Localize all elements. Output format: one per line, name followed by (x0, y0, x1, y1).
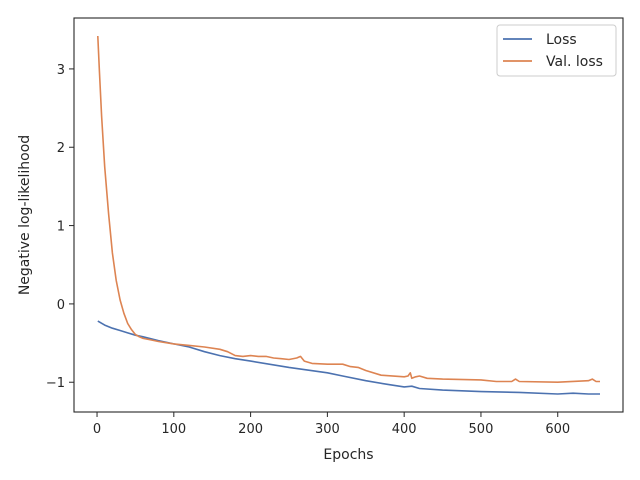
x-axis-label: Epochs (323, 447, 373, 463)
legend: Loss Val. loss (496, 24, 617, 77)
x-tick-label: 600 (545, 422, 570, 437)
y-tick-label: 0 (57, 298, 65, 313)
x-tick-label: 100 (161, 422, 186, 437)
legend-box (496, 24, 617, 77)
y-tick-label: −1 (46, 376, 65, 391)
legend-label-loss: Loss (546, 32, 577, 48)
y-tick-label: 2 (57, 141, 65, 156)
x-tick-label: 400 (392, 422, 417, 437)
y-tick-label: 1 (57, 220, 65, 235)
x-tick-label: 500 (469, 422, 494, 437)
x-tick-label: 300 (315, 422, 340, 437)
series-line-val-loss (97, 35, 600, 384)
y-axis-ticks: −1 0 1 2 3 (46, 63, 74, 391)
plot-frame (73, 17, 624, 413)
series-line-loss (97, 320, 600, 395)
legend-label-val-loss: Val. loss (546, 54, 603, 70)
plot-lines (97, 35, 600, 395)
y-tick-label: 3 (57, 63, 65, 78)
y-axis-label: Negative log-likelihood (17, 135, 33, 295)
x-tick-label: 0 (93, 422, 101, 437)
x-axis-ticks: 0 100 200 300 400 500 600 (93, 412, 570, 437)
x-tick-label: 200 (238, 422, 263, 437)
